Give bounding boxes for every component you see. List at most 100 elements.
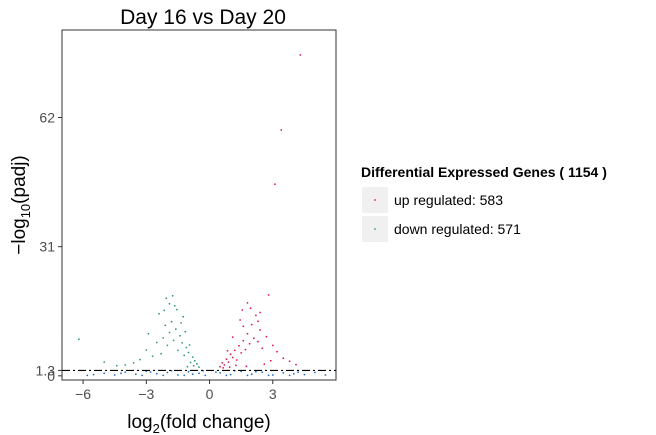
point-up-regulated-25	[257, 320, 259, 323]
point-up-regulated-9	[238, 344, 240, 347]
point-not-significant-14	[250, 373, 253, 376]
point-up-regulated-27	[271, 344, 274, 347]
point-not-significant-8	[177, 374, 179, 376]
point-not-significant-30	[297, 371, 299, 373]
legend-key-down-dot	[374, 228, 376, 230]
point-up-regulated-22	[241, 309, 244, 311]
legend-key-up-dot	[374, 199, 376, 201]
point-down-regulated-20	[151, 355, 154, 358]
point-up-regulated-23	[242, 325, 245, 328]
x-tick-label-3: 3	[269, 386, 277, 402]
point-down-regulated-17	[162, 337, 165, 339]
point-not-significant-15	[261, 371, 264, 373]
point-not-significant-10	[198, 372, 200, 375]
point-down-regulated-37	[147, 332, 150, 335]
point-not-significant-25	[225, 374, 228, 377]
point-down-regulated-23	[132, 362, 135, 364]
point-up-regulated-36	[263, 363, 266, 366]
point-down-regulated-28	[176, 308, 178, 311]
point-down-regulated-29	[168, 302, 171, 305]
point-not-significant-29	[120, 372, 122, 375]
point-not-significant-6	[155, 372, 158, 375]
point-down-regulated-1	[196, 362, 198, 365]
point-up-regulated-12	[244, 348, 247, 351]
y-tick-label-1: 1.3	[36, 362, 56, 378]
point-up-regulated-17	[255, 314, 257, 317]
point-up-regulated-24	[249, 307, 252, 310]
point-not-significant-7	[166, 371, 169, 374]
point-not-significant-17	[282, 372, 285, 374]
point-up-regulated-4	[227, 361, 230, 363]
point-not-significant-20	[314, 371, 316, 374]
point-not-significant-32	[215, 371, 217, 373]
point-up-regulated-8	[236, 359, 238, 361]
point-up-regulated-41	[267, 294, 270, 296]
point-not-significant-26	[246, 374, 249, 377]
point-up-regulated-43	[259, 311, 261, 314]
point-up-regulated-2	[223, 364, 226, 366]
point-down-regulated-40	[163, 309, 166, 312]
point-up-regulated-40	[274, 183, 276, 186]
point-up-regulated-0	[219, 365, 222, 368]
point-up-regulated-6	[231, 356, 234, 359]
point-down-regulated-30	[165, 297, 168, 300]
point-not-significant-27	[267, 374, 270, 377]
point-up-regulated-16	[252, 337, 255, 340]
point-down-regulated-18	[160, 352, 163, 355]
x-axis-label: log2(fold change)	[127, 412, 271, 435]
point-down-regulated-0	[198, 366, 200, 368]
point-not-significant-2	[113, 374, 116, 376]
legend-title: Differential Expressed Genes ( 1154 )	[361, 164, 607, 180]
x-tick-label-2: 0	[206, 386, 214, 402]
x-ticks: −6 −3 0 3	[75, 380, 277, 402]
point-not-significant-0	[92, 373, 95, 376]
point-down-regulated-8	[181, 342, 184, 344]
point-down-regulated-41	[171, 294, 174, 297]
point-down-regulated-13	[170, 320, 173, 323]
plot-panel	[61, 29, 337, 381]
point-up-regulated-10	[240, 352, 243, 354]
point-not-significant-16	[271, 374, 274, 376]
point-down-regulated-25	[115, 364, 118, 367]
point-not-significant-11	[219, 372, 222, 374]
point-down-regulated-10	[177, 349, 179, 352]
point-up-regulated-19	[259, 329, 261, 331]
point-down-regulated-6	[185, 346, 188, 349]
point-up-regulated-15	[250, 323, 253, 326]
chart-title: Day 16 vs Day 20	[120, 6, 286, 29]
point-not-significant-36	[255, 370, 257, 373]
point-down-regulated-33	[180, 322, 183, 324]
y-axis-label: −log10(padj)	[9, 155, 33, 255]
point-not-significant-9	[187, 370, 190, 373]
point-not-significant-1	[103, 372, 106, 375]
point-down-regulated-22	[139, 358, 141, 361]
point-up-regulated-18	[257, 340, 259, 343]
point-not-significant-19	[303, 373, 306, 376]
point-up-regulated-26	[265, 335, 268, 338]
legend-label-down: down regulated: 571	[394, 221, 521, 237]
x-tick-label-0: −6	[75, 386, 91, 402]
point-up-regulated-32	[222, 367, 225, 369]
point-up-regulated-7	[233, 349, 236, 352]
point-up-regulated-11	[242, 339, 245, 342]
point-down-regulated-38	[184, 330, 187, 333]
point-up-regulated-39	[280, 129, 283, 131]
points-layer	[78, 54, 327, 377]
point-up-regulated-35	[245, 365, 248, 368]
point-down-regulated-14	[168, 331, 171, 334]
point-up-regulated-42	[246, 302, 249, 304]
point-down-regulated-26	[103, 361, 106, 363]
point-not-significant-28	[288, 374, 291, 377]
point-up-regulated-1	[221, 362, 224, 364]
point-up-regulated-20	[261, 347, 264, 350]
point-down-regulated-2	[193, 359, 196, 362]
point-up-regulated-13	[246, 332, 249, 335]
point-down-regulated-15	[166, 344, 169, 347]
point-not-significant-21	[141, 374, 144, 377]
point-up-regulated-38	[299, 54, 302, 56]
point-down-regulated-27	[182, 315, 185, 318]
point-down-regulated-39	[188, 344, 191, 346]
point-not-significant-3	[124, 371, 127, 373]
point-up-regulated-3	[225, 358, 228, 361]
point-down-regulated-35	[186, 365, 189, 368]
